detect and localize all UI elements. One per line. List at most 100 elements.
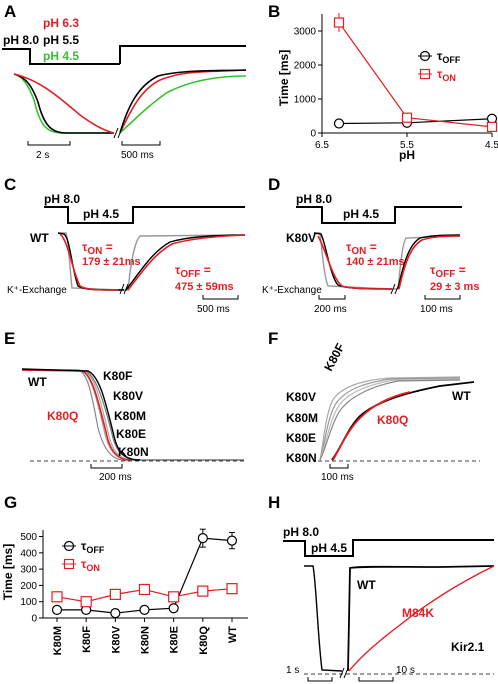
- panel-h-label-wt: WT: [357, 578, 376, 592]
- panel-d-scalebar-200ms: [318, 295, 346, 300]
- panel-a: A pH 8.0 pH 6.3 pH 5.5 pH 4.5 2 s 500 ms: [2, 2, 247, 161]
- panel-a-trace-ph45-off: [119, 75, 247, 134]
- panel-c-ph-base: pH 8.0: [44, 192, 80, 206]
- panel-g-label: G: [4, 493, 17, 512]
- panel-c-exchange-label: K⁺-Exchange: [7, 285, 67, 296]
- panel-g-point-on: [80, 596, 92, 608]
- panel-c-ph-step: pH 4.5: [83, 207, 119, 221]
- panel-g-ytick-label: 400: [20, 548, 37, 559]
- panel-f: F K80F K80V K80M K80E K80N K80Q WT 100 m…: [268, 329, 480, 483]
- panel-c: C pH 8.0 pH 4.5 WT K⁺-Exchange τON = 179…: [4, 175, 246, 315]
- panel-g-point-off: [51, 604, 63, 615]
- panel-g: G Time [ms] 0 100 200 300 400 500 K80M K80F K80V…: [1, 493, 248, 655]
- panel-a-trace-ph63-off: [119, 69, 247, 134]
- panel-e-label-k80f: K80F: [103, 369, 132, 383]
- panel-g-ytick-label: 0: [31, 614, 37, 625]
- panel-g-y-label: Time [ms]: [1, 544, 15, 600]
- panel-a-protocol-bar-1: [2, 48, 120, 65]
- panel-h-channel-label: Kir2.1: [451, 640, 485, 654]
- panel-a-ph-45: pH 4.5: [43, 49, 79, 63]
- panel-g-ytick-label: 200: [20, 581, 37, 592]
- panel-d-protocol-bar: [296, 206, 462, 224]
- panel-a-ph-63: pH 6.3: [43, 16, 79, 30]
- panel-g-category-label: K80N: [140, 626, 152, 654]
- panel-e-label: E: [4, 329, 15, 348]
- panel-a-trace-ph45-on: [13, 73, 114, 134]
- panel-b-y-label: Time [ms]: [277, 50, 291, 106]
- panel-b-marks: [333, 12, 498, 132]
- panel-c-axis-break: [119, 283, 129, 295]
- panel-b-ytick-label: 2000: [294, 61, 317, 72]
- panel-f-label-k80q: K80Q: [377, 413, 408, 427]
- panel-d-scalebar-200ms-label: 200 ms: [314, 304, 347, 315]
- panel-h-ph-base: pH 8.0: [283, 525, 319, 539]
- panel-b-point-on: [401, 112, 413, 123]
- panel-d-ph-base: pH 8.0: [296, 192, 332, 206]
- panel-g-ticks: 0 100 200 300 400 500 K80M K80F K80V K80N K80E K80Q…: [20, 532, 239, 655]
- panel-g-ytick-label: 100: [20, 597, 37, 608]
- panel-d-ph-step: pH 4.5: [343, 207, 379, 221]
- panel-d-trace-on-fit: [317, 235, 393, 290]
- panel-e-scalebar: [90, 464, 123, 469]
- panel-d-tau-on-title: τON =: [346, 240, 377, 257]
- panel-g-marks: [51, 528, 238, 619]
- panel-b-ytick-label: 1000: [294, 95, 317, 106]
- panel-e-label-wt: WT: [28, 375, 47, 389]
- panel-g-category-label: K80V: [110, 625, 122, 653]
- panel-d-trace-off-fit: [398, 235, 461, 290]
- panel-g-ytick-label: 300: [20, 565, 37, 576]
- panel-g-point-on: [168, 591, 180, 603]
- panel-c-scalebar: [202, 295, 239, 300]
- panel-c-tau-off-title: τOFF =: [175, 263, 211, 280]
- panel-h-scalebar-1s-label: 1 s: [286, 665, 299, 676]
- panel-g-point-off: [139, 604, 150, 615]
- panel-h-trace-m84k: [348, 565, 495, 672]
- panel-b-xtick-label: 5.5: [400, 140, 414, 151]
- panel-h-label: H: [268, 493, 280, 512]
- panel-a-ph-base: pH 8.0: [3, 33, 39, 47]
- panel-a-scalebar-500ms-label: 500 ms: [121, 150, 154, 161]
- panel-f-label-k80m: K80M: [286, 411, 318, 425]
- panel-h-scalebar-1s: [307, 677, 333, 682]
- panel-b-xtick-label: 6.5: [315, 140, 329, 151]
- panel-g-legend: τOFF τON: [62, 539, 105, 573]
- panel-f-label: F: [268, 329, 278, 348]
- panel-g-category-label: K80F: [81, 626, 93, 653]
- panel-c-trace-wt-off-fit: [127, 234, 246, 291]
- panel-b-ytick-label: 3000: [294, 27, 317, 38]
- panel-d-tau-off-value: 29 ± 3 ms: [430, 281, 479, 293]
- panel-b: B Time [ms] pH 0 1000 2000 3000 6.5 5.5 4.5 τO…: [268, 2, 498, 162]
- legend-g-tau-on-label: τON: [81, 557, 100, 573]
- panel-g-category-label: K80E: [169, 626, 181, 654]
- panel-g-category-label: K80M: [52, 626, 64, 655]
- panel-b-ytick-label: 0: [310, 129, 316, 140]
- panel-b-ticks: 0 1000 2000 3000 6.5 5.5 4.5: [294, 27, 498, 152]
- panel-e-trace-k80q: [21, 369, 131, 461]
- panel-c-trace-wt-label: WT: [30, 231, 49, 245]
- panel-g-category-label: K80Q: [198, 626, 210, 655]
- panel-b-point-on: [486, 121, 498, 132]
- panel-c-tau-on-value: 179 ± 21ms: [82, 256, 141, 268]
- panel-h-ph-step: pH 4.5: [311, 541, 347, 555]
- panel-g-point-on: [226, 583, 238, 595]
- panel-f-label-wt: WT: [452, 389, 471, 403]
- panel-d-tau-off-title: τOFF =: [430, 263, 466, 280]
- panel-e-label-k80q: K80Q: [47, 409, 78, 423]
- panel-d-label: D: [268, 175, 280, 194]
- panel-b-point-on: [333, 17, 345, 28]
- panel-d-axis-break: [390, 283, 400, 295]
- panel-g-point-off: [226, 535, 238, 546]
- panel-a-scalebar-2s-label: 2 s: [36, 150, 49, 161]
- panel-g-ytick-label: 500: [20, 532, 37, 543]
- panel-f-scalebar: [329, 464, 349, 469]
- panel-h-label-m84k: M84K: [402, 606, 434, 620]
- panel-e-trace-wt: [21, 368, 141, 461]
- legend-g-tau-off-label: τOFF: [81, 539, 105, 555]
- panel-h-scalebar-10s-label: 10 s: [396, 665, 415, 676]
- panel-b-point-off: [333, 118, 345, 129]
- panel-c-scalebar-label: 500 ms: [197, 304, 230, 315]
- panel-c-trace-wt-off: [125, 234, 246, 291]
- panel-d-exchange-label: K⁺-Exchange: [262, 285, 322, 296]
- panel-e-label-k80m: K80M: [114, 409, 146, 423]
